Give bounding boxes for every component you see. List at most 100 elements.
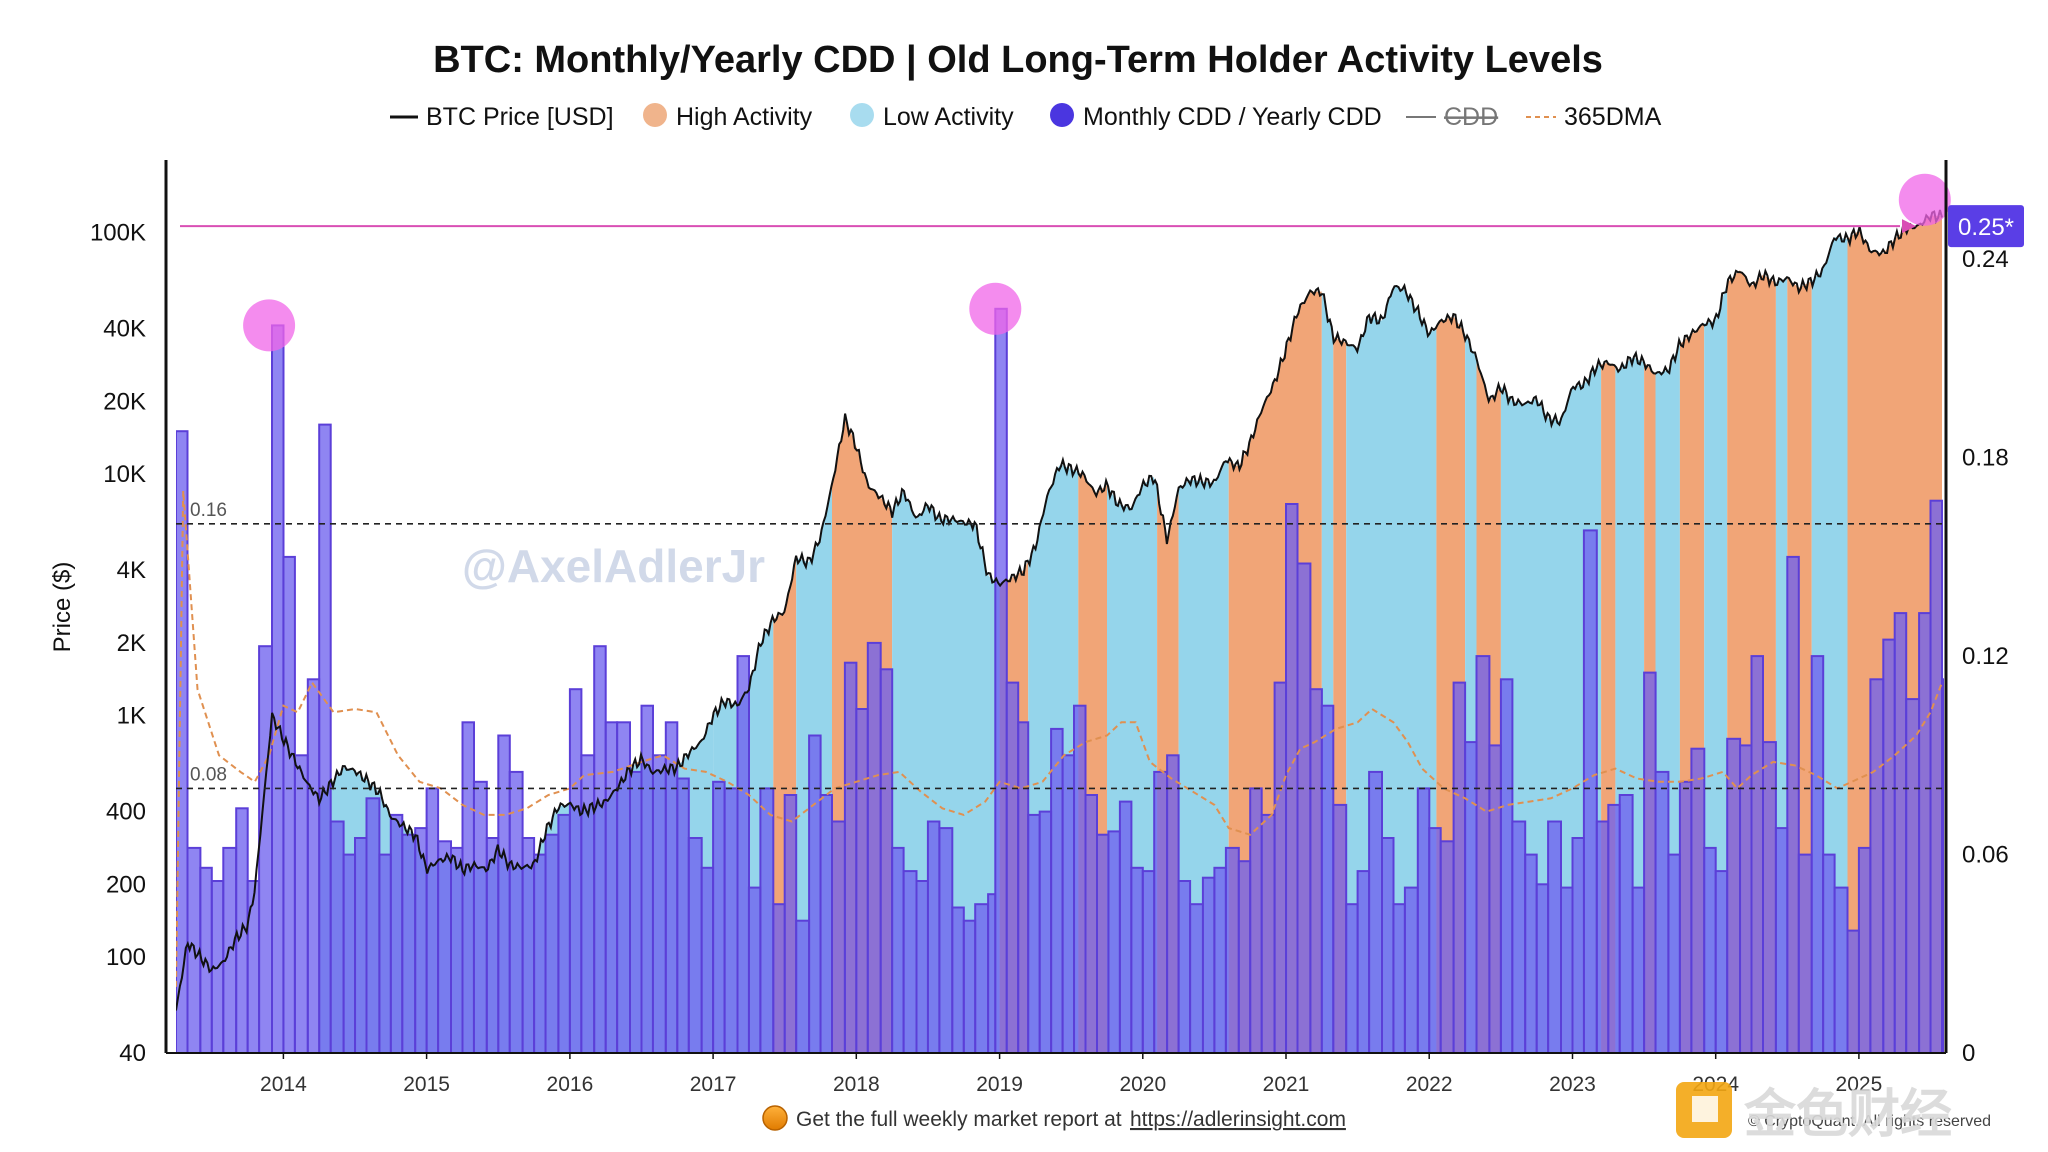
ratio-bars — [176, 307, 1944, 1053]
ratio-bar — [1524, 853, 1538, 1053]
right-tick-label: 0 — [1962, 1040, 1975, 1067]
ratio-bar — [1560, 886, 1574, 1053]
ratio-bar — [902, 870, 918, 1053]
ratio-bar — [1857, 846, 1872, 1053]
left-tick-label: 100K — [90, 220, 146, 247]
ratio-bar — [472, 780, 488, 1053]
ratio-bar — [962, 919, 977, 1053]
footer: Get the full weekly market report at htt… — [762, 1105, 1346, 1131]
ratio-bar — [1073, 704, 1087, 1053]
ratio-bar — [389, 813, 404, 1053]
ratio-bar — [401, 833, 417, 1053]
ratio-bar — [1893, 612, 1908, 1053]
ratio-bar — [1107, 830, 1121, 1053]
ratio-bar — [450, 846, 464, 1053]
ratio-bar — [1381, 837, 1395, 1053]
ratio-bar — [1368, 770, 1383, 1053]
threshold-high-label: 0.16 — [190, 500, 227, 521]
ratio-bar — [1332, 803, 1348, 1053]
ratio-bar — [1667, 853, 1681, 1053]
left-axis-ticks: 100K 40K 20K 10K 4K 2K 1K 400 200 100 40 — [90, 220, 146, 1067]
ratio-bar — [1846, 929, 1860, 1053]
x-tick-label: 2023 — [1549, 1073, 1596, 1096]
ratio-bar — [866, 641, 882, 1053]
ratio-bar — [819, 794, 833, 1053]
ratio-bar — [1296, 562, 1312, 1053]
ratio-bar — [1786, 555, 1800, 1053]
copyright: © CryptoQuant. All rights reserved — [1748, 1113, 1991, 1130]
ratio-bar — [306, 678, 321, 1053]
ratio-bar — [687, 837, 703, 1053]
ratio-bar — [1038, 810, 1053, 1053]
ratio-bar — [557, 813, 571, 1053]
ratio-bar — [974, 903, 990, 1053]
legend-price-label: BTC Price [USD] — [426, 103, 614, 131]
legend-ratio-label: Monthly CDD / Yearly CDD — [1083, 103, 1382, 131]
legend-low-swatch — [850, 103, 874, 127]
left-tick-label: 4K — [117, 557, 146, 584]
coin-icon — [762, 1105, 788, 1131]
highlight-markers — [243, 173, 1951, 352]
ratio-bar — [843, 661, 858, 1053]
ratio-bar — [1726, 737, 1742, 1053]
ratio-bar — [1475, 655, 1491, 1053]
footer-text: Get the full weekly market report at — [796, 1108, 1122, 1131]
ratio-bar — [425, 787, 440, 1053]
left-tick-label: 2K — [117, 630, 146, 657]
ratio-bar — [1027, 813, 1041, 1053]
x-tick-label: 2020 — [1119, 1073, 1166, 1096]
ratio-bar — [1678, 780, 1693, 1053]
highlight-marker — [243, 299, 296, 352]
ratio-bar — [354, 837, 368, 1053]
ratio-bar — [1750, 655, 1764, 1053]
ratio-bar — [258, 645, 274, 1053]
ratio-bar — [951, 906, 965, 1053]
ratio-bar — [1153, 770, 1169, 1053]
x-tick-label: 2021 — [1263, 1073, 1310, 1096]
ratio-bar — [1714, 870, 1729, 1053]
footer-link[interactable]: https://adlerinsight.com — [1130, 1108, 1346, 1131]
x-tick-label: 2014 — [260, 1073, 307, 1096]
ratio-bar — [651, 754, 667, 1053]
ratio-bar — [1631, 886, 1646, 1053]
x-axis-ticks: 2014 2015 2016 2017 2018 2019 2020 2021 2022 2023… — [260, 1053, 1882, 1096]
ratio-bar — [1882, 638, 1896, 1053]
ratio-bar — [1929, 499, 1943, 1053]
watermark: @AxelAdlerJr — [462, 540, 765, 592]
logo: 金色财经 — [1676, 1082, 1952, 1145]
ratio-bar — [1774, 827, 1789, 1053]
ratio-bar — [1488, 744, 1502, 1053]
ratio-bar — [1224, 846, 1240, 1053]
x-tick-label: 2022 — [1406, 1073, 1453, 1096]
ratio-bar — [1739, 744, 1753, 1053]
ratio-bar — [1356, 870, 1371, 1053]
ratio-bar — [808, 734, 822, 1053]
ratio-bar — [1403, 886, 1419, 1053]
ratio-bar — [342, 853, 357, 1053]
y-axis-label: Price ($) — [49, 562, 76, 653]
legend-high-label: High Activity — [676, 103, 813, 131]
ratio-bar — [318, 423, 332, 1053]
right-tick-label: 0.06 — [1962, 842, 2009, 869]
right-tick-label: 0.12 — [1962, 643, 2009, 670]
highlight-marker — [969, 282, 1022, 335]
ratio-bar — [568, 688, 583, 1053]
ratio-bar — [1118, 800, 1133, 1053]
ratio-bar — [461, 721, 475, 1053]
ratio-bar — [772, 903, 786, 1053]
ratio-bar — [1643, 671, 1657, 1053]
legend-ratio-swatch — [1050, 103, 1074, 127]
ratio-bar — [1607, 803, 1621, 1053]
ratio-bar — [759, 787, 775, 1053]
ratio-bar — [1547, 820, 1562, 1053]
legend-cdd-label: CDD — [1444, 103, 1498, 131]
ratio-bar — [1703, 846, 1717, 1053]
legend-high-swatch — [643, 103, 667, 127]
badge-background — [1948, 205, 2024, 248]
ratio-bar — [831, 820, 846, 1053]
logo-text: 金色财经 — [1743, 1085, 1952, 1145]
ratio-bar — [1535, 883, 1550, 1053]
ratio-bar — [176, 430, 189, 1053]
ratio-bar — [1084, 794, 1098, 1053]
ratio-bar — [629, 770, 643, 1053]
